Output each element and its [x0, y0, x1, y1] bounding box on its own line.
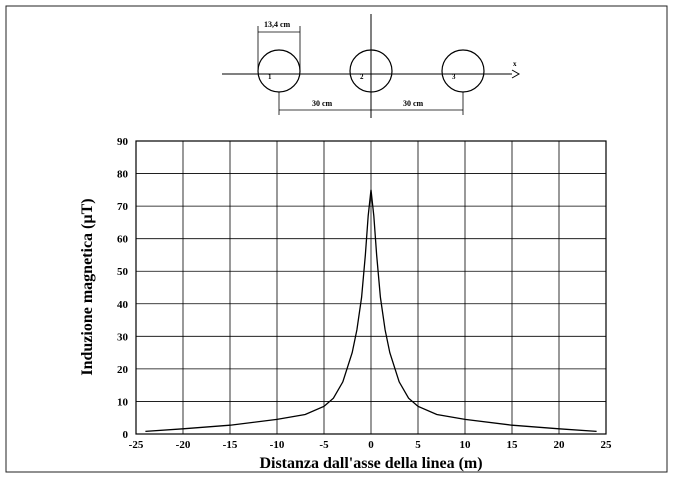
x-tick-labels: -25 -20 -15 -10 -5 0 5 10 15 20 25	[129, 439, 612, 451]
x-tick-label: 25	[601, 439, 613, 451]
conductor-2-label: 2	[360, 73, 364, 81]
x-tick-label: -20	[176, 439, 191, 451]
x-tick-label: 20	[554, 439, 566, 451]
conductor-3	[441, 49, 485, 93]
x-tick-label: -10	[270, 439, 285, 451]
y-tick-label: 10	[117, 396, 129, 408]
y-tick-label: 20	[117, 364, 129, 376]
conductor-2	[349, 49, 393, 93]
x-tick-label: -25	[129, 439, 144, 451]
diameter-label: 13,4 cm	[264, 20, 291, 29]
y-tick-label: 50	[117, 266, 129, 278]
y-tick-label: 60	[117, 234, 129, 246]
figure-frame	[5, 5, 668, 473]
conductor-diagram: x 1 2 3 13,4 cm 30 cm 30 cm	[222, 14, 521, 118]
y-tick-label: 0	[123, 429, 129, 441]
x-tick-label: 15	[507, 439, 519, 451]
y-tick-label: 80	[117, 169, 129, 181]
x-tick-label: -5	[319, 439, 329, 451]
x-tick-label: 5	[415, 439, 421, 451]
spacing-right-label: 30 cm	[403, 99, 424, 108]
diagram-x-arrow	[511, 69, 521, 79]
y-tick-label: 30	[117, 331, 129, 343]
conductor-1-label: 1	[268, 73, 272, 81]
diagram-axis-label: x	[513, 60, 517, 68]
plot-area-border	[135, 140, 607, 435]
x-tick-label: 10	[460, 439, 472, 451]
conductor-1	[257, 49, 301, 93]
y-tick-label: 90	[117, 136, 129, 148]
y-tick-labels: 0 10 20 30 40 50 60 70 80 90	[117, 136, 129, 441]
x-axis-label: Distanza dall'asse della linea (m)	[259, 455, 482, 472]
series-group	[145, 189, 597, 433]
y-tick-label: 40	[117, 299, 129, 311]
conductor-3-label: 3	[452, 73, 456, 81]
series-line	[145, 189, 597, 433]
x-tick-label: -15	[223, 439, 238, 451]
y-axis-label: Induzione magnetica (µT)	[79, 198, 96, 375]
y-tick-label: 70	[117, 201, 129, 213]
spacing-left-label: 30 cm	[312, 99, 333, 108]
x-tick-label: 0	[368, 439, 374, 451]
chart-grid	[135, 140, 607, 435]
chart: -25 -20 -15 -10 -5 0 5 10 15 20 25 0 10 20 30 40 50 60 70…	[79, 136, 612, 472]
